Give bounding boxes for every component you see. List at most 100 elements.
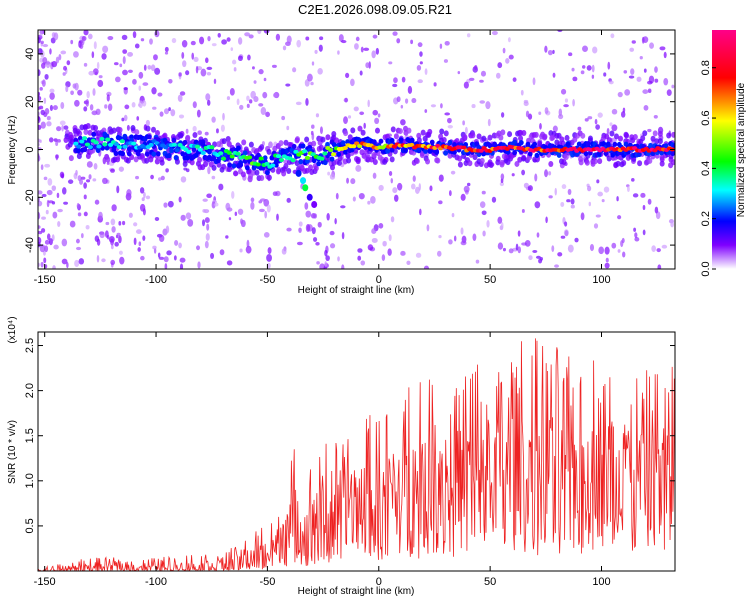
spectrogram-band-blob [169, 148, 175, 154]
spectrogram-noise-blob [91, 110, 98, 116]
spectrogram-halo-blob [666, 132, 672, 139]
spectrogram-noise-blob [77, 212, 82, 217]
spectrogram-noise-blob [324, 261, 328, 268]
spectrogram-noise-blob [317, 221, 322, 228]
spectrogram-noise-blob [511, 173, 515, 177]
spectrogram-noise-blob [286, 197, 291, 203]
spectrogram-noise-blob [377, 113, 381, 118]
spectrogram-noise-blob [38, 48, 43, 55]
spectrogram-noise-blob [157, 92, 163, 97]
spectrogram-halo-blob [657, 138, 663, 145]
spectrogram-noise-blob [83, 182, 87, 189]
spectrogram-noise-blob [359, 70, 363, 76]
spectrogram-noise-blob [580, 212, 585, 221]
spectrogram-noise-blob [307, 73, 313, 82]
spectrogram-noise-blob [202, 219, 206, 227]
spectrogram-halo-blob [226, 140, 232, 147]
spectrogram-noise-blob [552, 125, 558, 133]
spectrogram-halo-blob [507, 131, 513, 138]
spectrogram-band-blob [527, 151, 533, 157]
spectrogram-band-blob [126, 151, 132, 157]
spectrogram-noise-blob [607, 61, 611, 70]
spectrogram-noise-blob [547, 50, 553, 56]
spectrogram-noise-blob [419, 208, 422, 216]
spectrogram-noise-blob [392, 31, 398, 36]
spectrogram-noise-blob [622, 251, 626, 258]
spectrogram-noise-blob [560, 88, 567, 95]
spectrogram-noise-blob [250, 197, 255, 203]
spectrogram-noise-blob [51, 61, 58, 68]
spectrogram-noise-blob [86, 90, 90, 99]
spectrogram-noise-blob [134, 43, 140, 49]
spectrogram-noise-blob [354, 43, 359, 50]
spectrogram-ridge-point [108, 142, 114, 147]
spectrogram-noise-blob [38, 91, 41, 97]
spectrogram-noise-blob [390, 216, 395, 223]
spectrogram-noise-blob [582, 45, 588, 52]
colorbar-ticks: 0.0 0.2 0.4 0.6 0.8 [700, 60, 716, 277]
spectrogram-noise-blob [595, 124, 600, 130]
spectrogram-noise-blob [250, 90, 256, 99]
spectrogram-noise-blob [213, 78, 217, 85]
spectrogram-band-blob [585, 141, 591, 147]
spectrogram-noise-blob [163, 202, 168, 208]
spectrogram-halo-blob [283, 139, 289, 146]
spectrogram-noise-blob [119, 63, 123, 68]
spectrogram-noise-blob [53, 244, 59, 250]
spectrogram-noise-blob [411, 97, 417, 104]
spectrogram-halo-blob [435, 157, 441, 164]
spectrogram-noise-blob [211, 201, 216, 209]
spectrogram-noise-blob [640, 192, 646, 198]
spectrogram-halo-blob [111, 127, 117, 134]
spectrogram-noise-blob [221, 39, 227, 45]
spectrogram-noise-blob [40, 40, 45, 45]
spectrogram-ridge-point [105, 137, 111, 142]
spectrogram-noise-blob [111, 204, 117, 212]
spectrogram-noise-blob [118, 235, 122, 244]
spectrogram-noise-blob [563, 104, 569, 108]
spectrogram-noise-blob [304, 79, 310, 87]
spectrogram-noise-blob [273, 92, 278, 98]
spectrogram-noise-blob [232, 59, 237, 65]
spectrogram-band-blob [583, 150, 589, 157]
spectrogram-noise-blob [178, 242, 182, 249]
spectrogram-noise-blob [38, 190, 43, 195]
spectrogram-noise-blob [319, 126, 323, 135]
spectrogram-noise-blob [628, 75, 635, 79]
spectrogram-noise-blob [502, 247, 506, 252]
spectrogram-noise-blob [110, 238, 114, 246]
spectrogram-noise-blob [460, 240, 467, 246]
spectrogram-noise-blob [521, 169, 526, 176]
spectrogram-noise-blob [135, 229, 142, 234]
spectrogram-noise-blob [239, 104, 244, 110]
spectrogram-noise-blob [142, 82, 149, 86]
spectrogram-ridge-point [76, 144, 82, 149]
spectrogram-halo-blob [650, 135, 656, 142]
spectrogram-noise-blob [412, 175, 416, 182]
spectrogram-noise-blob [268, 141, 273, 149]
spectrogram-band-blob [556, 152, 562, 158]
spectrogram-noise-blob [639, 55, 643, 60]
spectrogram-ridge-point [255, 162, 261, 167]
spectrogram-noise-blob [341, 40, 347, 44]
spectrogram-noise-blob [119, 256, 125, 265]
spectrogram-noise-blob [136, 116, 140, 121]
spectrogram-noise-blob [46, 121, 52, 127]
spectrogram-noise-blob [374, 117, 380, 124]
spectrogram-halo-blob [647, 157, 653, 164]
spectrogram-noise-blob [447, 117, 452, 124]
spectrogram-noise-blob [487, 118, 491, 127]
spectrogram-band-blob [518, 140, 524, 146]
spectrogram-noise-blob [388, 61, 393, 65]
spectrogram-ridge-point [119, 139, 125, 144]
spectrogram-noise-blob [62, 72, 66, 76]
spectrogram-ridge-point [87, 145, 93, 150]
spectrogram-halo-blob [606, 155, 612, 162]
spectrogram-noise-blob [517, 246, 522, 254]
spectrogram-noise-blob [38, 211, 41, 220]
spectrogram-noise-blob [584, 118, 589, 122]
spectrogram-noise-blob [159, 111, 164, 117]
spectrogram-noise-blob [83, 30, 89, 36]
spectrogram-halo-blob [584, 159, 590, 166]
spectrogram-halo-blob [189, 159, 195, 166]
